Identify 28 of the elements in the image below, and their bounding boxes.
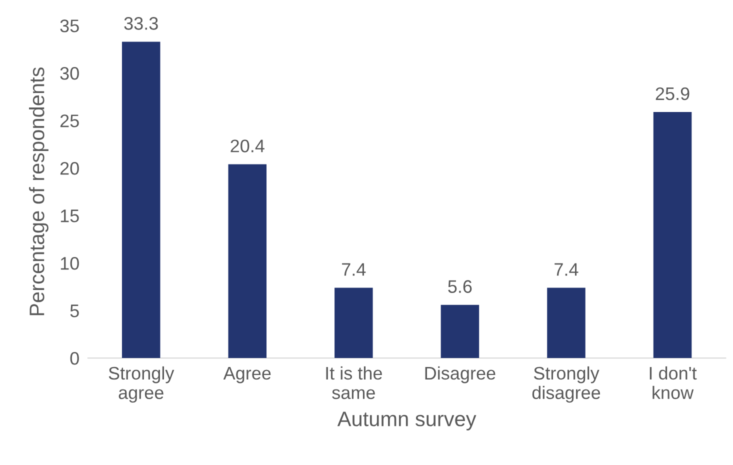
x-axis-title: Autumn survey xyxy=(337,412,476,430)
bar xyxy=(228,164,267,358)
y-axis-title: Percentage of respondents xyxy=(29,67,48,316)
y-tick-label: 20 xyxy=(60,162,79,175)
bar xyxy=(547,288,586,358)
y-tick-label: 5 xyxy=(70,304,79,318)
y-tick-label: 25 xyxy=(60,114,79,128)
x-tick-label: Agree xyxy=(223,367,271,384)
data-label: 25.9 xyxy=(656,87,690,100)
data-label: 33.3 xyxy=(124,17,158,30)
bar xyxy=(653,112,692,358)
x-tick-label: I don't know xyxy=(650,366,697,400)
y-tick-label: 15 xyxy=(60,210,79,222)
y-tick-label: 30 xyxy=(60,67,79,80)
y-tick-label: 0 xyxy=(70,352,79,365)
x-tick-label: It is the same xyxy=(326,366,382,400)
x-tick-label: Strongly disagree xyxy=(532,366,600,403)
y-tick-label: 35 xyxy=(60,20,79,32)
x-tick-label: Strongly agree xyxy=(108,366,174,403)
data-label: 5.6 xyxy=(448,280,472,293)
data-label: 7.4 xyxy=(342,263,366,276)
data-label: 20.4 xyxy=(230,140,264,152)
y-tick-label: 10 xyxy=(60,256,79,270)
bar xyxy=(334,288,373,358)
data-label: 7.4 xyxy=(554,263,578,276)
bar xyxy=(440,304,480,358)
x-tick-label: Disagree xyxy=(425,366,496,384)
bar xyxy=(122,42,160,358)
